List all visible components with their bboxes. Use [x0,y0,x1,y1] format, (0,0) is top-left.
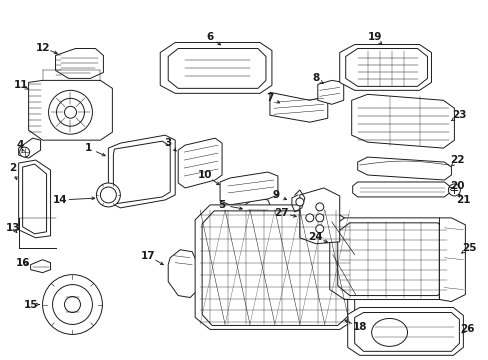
Polygon shape [29,80,112,140]
Text: 14: 14 [53,195,68,205]
Text: 12: 12 [35,42,50,53]
Ellipse shape [447,184,459,196]
Ellipse shape [305,214,313,222]
Text: 21: 21 [455,195,469,205]
Text: 22: 22 [449,155,464,165]
Ellipse shape [295,198,303,206]
Ellipse shape [20,147,30,157]
Polygon shape [357,157,450,180]
Text: 13: 13 [5,223,20,233]
Text: 7: 7 [265,93,273,103]
Polygon shape [56,49,103,78]
Text: 6: 6 [206,32,213,41]
Text: 24: 24 [308,232,323,242]
Text: 15: 15 [23,300,38,310]
Ellipse shape [371,319,407,346]
Polygon shape [195,205,354,329]
Text: 8: 8 [311,73,319,84]
Ellipse shape [100,187,116,203]
Polygon shape [160,42,271,93]
Ellipse shape [315,225,323,233]
Ellipse shape [96,183,120,207]
Polygon shape [329,218,453,300]
Text: 1: 1 [84,143,92,153]
Ellipse shape [64,297,81,312]
Polygon shape [178,138,222,188]
Text: 26: 26 [459,324,474,334]
Polygon shape [347,307,463,355]
Polygon shape [439,218,465,302]
Text: 4: 4 [17,140,24,150]
Polygon shape [352,182,448,197]
Ellipse shape [48,90,92,134]
Text: 17: 17 [141,251,155,261]
Ellipse shape [57,98,84,126]
Text: 9: 9 [272,190,279,200]
Ellipse shape [64,106,76,118]
Polygon shape [299,188,339,244]
Text: 16: 16 [15,258,30,268]
Text: 20: 20 [449,181,464,191]
Ellipse shape [52,285,92,324]
Polygon shape [269,92,327,122]
Polygon shape [339,45,430,90]
Text: 5: 5 [218,200,225,210]
Text: 10: 10 [198,170,212,180]
Text: 25: 25 [461,243,476,253]
Text: 19: 19 [366,32,381,41]
Text: 27: 27 [274,208,288,218]
Polygon shape [220,172,277,205]
Polygon shape [317,80,343,104]
Polygon shape [31,260,50,273]
Text: 11: 11 [13,80,28,90]
Polygon shape [168,250,198,298]
Text: 3: 3 [164,138,171,148]
Polygon shape [19,138,41,158]
Ellipse shape [315,203,323,211]
Polygon shape [108,135,175,208]
Text: 23: 23 [451,110,466,120]
Polygon shape [19,160,50,238]
Text: 18: 18 [352,323,366,332]
Ellipse shape [315,214,323,222]
Polygon shape [244,198,271,222]
Ellipse shape [42,275,102,334]
Polygon shape [351,94,453,148]
Text: 2: 2 [9,163,16,173]
